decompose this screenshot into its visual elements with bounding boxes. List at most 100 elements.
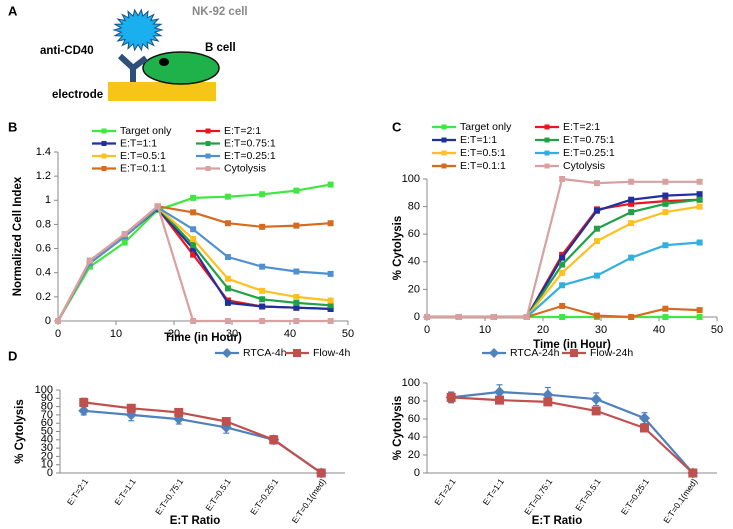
marker bbox=[628, 200, 635, 207]
marker bbox=[696, 178, 703, 185]
marker bbox=[190, 235, 197, 242]
y-tick-label: 0.6 bbox=[36, 242, 51, 254]
marker bbox=[327, 297, 334, 304]
marker bbox=[640, 423, 649, 433]
marker bbox=[543, 397, 553, 407]
y-tick-label: 0 bbox=[45, 315, 51, 327]
marker bbox=[224, 254, 231, 261]
y-tick-label: 0.2 bbox=[36, 291, 51, 303]
y-tick-label: 80 bbox=[41, 401, 53, 413]
marker bbox=[495, 395, 504, 405]
legend-label: Cytolysis bbox=[224, 162, 266, 174]
marker bbox=[559, 261, 566, 268]
y-axis-label: % Cytolysis bbox=[392, 396, 404, 461]
marker bbox=[628, 209, 635, 216]
marker bbox=[205, 166, 211, 171]
y-tick-label: 0 bbox=[414, 467, 420, 479]
x-tick-label: 40 bbox=[653, 324, 665, 336]
marker bbox=[662, 242, 669, 249]
marker bbox=[424, 314, 430, 320]
marker bbox=[259, 318, 266, 324]
marker bbox=[441, 137, 447, 143]
marker bbox=[662, 305, 669, 312]
electrode-label: electrode bbox=[52, 89, 103, 101]
marker bbox=[523, 314, 530, 320]
marker bbox=[327, 270, 334, 277]
x-tick-label: 20 bbox=[168, 328, 180, 340]
marker bbox=[628, 314, 635, 320]
marker bbox=[205, 128, 211, 134]
marker bbox=[327, 318, 334, 324]
marker bbox=[205, 153, 211, 159]
series-line bbox=[57, 206, 331, 322]
y-tick-label: 90 bbox=[41, 392, 53, 404]
marker bbox=[593, 207, 600, 214]
marker bbox=[593, 238, 600, 245]
legend-label: Flow-4h bbox=[313, 347, 351, 359]
y-tick-label: 0 bbox=[47, 467, 53, 479]
marker bbox=[259, 296, 266, 303]
legend-label: Flow-24h bbox=[590, 347, 633, 359]
x-tick-label: 10 bbox=[110, 328, 122, 340]
x-tick-label: 30 bbox=[226, 328, 238, 340]
marker bbox=[316, 468, 326, 478]
marker bbox=[190, 251, 197, 258]
marker bbox=[224, 285, 231, 292]
marker bbox=[544, 137, 550, 143]
marker bbox=[559, 314, 566, 320]
marker bbox=[696, 191, 703, 198]
legend-label: E:T=0.5:1 bbox=[120, 150, 166, 162]
legend-label: E:T=1:1 bbox=[120, 137, 157, 149]
series-line bbox=[57, 206, 331, 322]
diagram: NK-92 cell B cell anti-CD40 electrode bbox=[40, 6, 248, 101]
marker bbox=[494, 386, 505, 398]
series-line bbox=[83, 401, 322, 474]
x-tick-label: 40 bbox=[284, 328, 296, 340]
marker bbox=[121, 239, 128, 246]
marker bbox=[101, 128, 107, 134]
marker bbox=[224, 275, 231, 282]
y-tick-label: 60 bbox=[408, 228, 420, 240]
y-axis-label: Normalized Cell Index bbox=[12, 176, 24, 296]
y-tick-label: 30 bbox=[41, 442, 53, 454]
marker bbox=[688, 468, 698, 478]
marker bbox=[696, 314, 703, 320]
x-tick-label: E:T=0.1(med) bbox=[661, 477, 699, 526]
y-tick-label: 20 bbox=[408, 449, 420, 461]
marker bbox=[441, 163, 447, 169]
marker bbox=[293, 304, 300, 311]
marker bbox=[190, 318, 197, 324]
x-tick-label: 30 bbox=[595, 324, 607, 336]
marker bbox=[154, 203, 161, 210]
y-tick-label: 70 bbox=[41, 409, 53, 421]
x-tick-label: E:T=1:1 bbox=[481, 476, 507, 507]
marker bbox=[544, 163, 550, 169]
y-tick-label: 40 bbox=[408, 256, 420, 268]
antibody-label: anti-CD40 bbox=[40, 45, 94, 57]
electrode bbox=[108, 82, 216, 101]
marker bbox=[628, 178, 635, 185]
x-tick-label: E:T=0.75:1 bbox=[153, 476, 185, 516]
marker bbox=[593, 180, 600, 187]
marker bbox=[79, 397, 89, 407]
marker bbox=[441, 124, 447, 130]
x-axis-label: E:T Ratio bbox=[170, 515, 220, 527]
marker bbox=[126, 403, 136, 413]
legend-label: E:T=0.1:1 bbox=[460, 160, 506, 172]
marker bbox=[55, 318, 61, 324]
y-tick-label: 100 bbox=[35, 384, 53, 396]
x-axis-label: Time (in Hour) bbox=[533, 339, 611, 351]
marker bbox=[86, 257, 93, 264]
x-tick-label: 0 bbox=[55, 328, 61, 340]
marker bbox=[293, 187, 300, 194]
marker bbox=[455, 314, 462, 320]
panel-letter: C bbox=[392, 119, 402, 134]
marker bbox=[662, 209, 669, 216]
marker bbox=[441, 150, 447, 156]
marker bbox=[628, 220, 635, 227]
series-line bbox=[57, 205, 331, 323]
marker bbox=[190, 194, 197, 201]
marker bbox=[101, 166, 107, 171]
legend-label: E:T=0.1:1 bbox=[120, 162, 166, 174]
marker bbox=[327, 302, 334, 309]
